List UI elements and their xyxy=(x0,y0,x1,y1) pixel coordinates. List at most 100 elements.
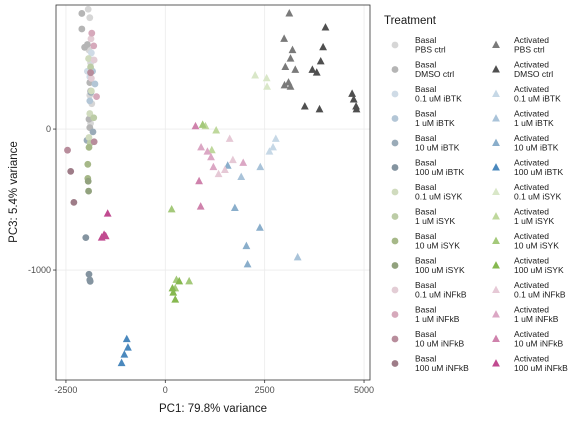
data-point xyxy=(87,49,95,57)
legend-label: Basal 100 uM iBTK xyxy=(415,158,464,178)
data-point xyxy=(203,147,212,155)
legend-label: Basal 0.1 uM iNFkB xyxy=(415,280,467,300)
data-point xyxy=(271,134,280,142)
legend: Treatment Basal PBS ctrl Basal DMSO ctrl Bas… xyxy=(384,15,568,373)
x-tick-label: 2500 xyxy=(255,385,275,395)
legend-key xyxy=(492,334,500,342)
data-point xyxy=(86,14,94,22)
legend-key xyxy=(492,138,500,146)
legend-key xyxy=(492,40,500,48)
data-point xyxy=(171,295,180,303)
legend-label: Basal 100 uM iNFkB xyxy=(415,354,469,374)
legend-key xyxy=(391,90,399,98)
data-point xyxy=(64,146,71,154)
data-point xyxy=(263,82,271,90)
legend-label: Activated 1 uM iBTK xyxy=(514,109,554,129)
legend-key xyxy=(492,359,500,367)
legend-key xyxy=(391,262,399,269)
data-point xyxy=(90,42,98,50)
data-point xyxy=(207,145,216,154)
legend-label: Activated 0.1 uM iSYK xyxy=(514,182,562,202)
data-point xyxy=(319,42,328,51)
data-point xyxy=(122,334,131,343)
y-axis-title: PC3: 5.4% variance xyxy=(8,141,20,243)
legend-label: Activated 100 uM iNFkB xyxy=(514,354,568,374)
data-point xyxy=(209,162,218,171)
legend-key xyxy=(492,285,500,293)
data-point xyxy=(198,120,207,128)
data-point xyxy=(280,34,289,42)
data-point xyxy=(82,234,90,242)
y-axis-ticks: -1000 0 xyxy=(28,124,56,275)
data-point xyxy=(348,89,357,97)
data-point xyxy=(293,252,302,261)
legend-label: Activated 100 uM iBTK xyxy=(514,158,563,178)
legend-label: Basal 0.1 uM iSYK xyxy=(415,182,463,202)
data-point xyxy=(169,288,178,296)
legend-label: Activated 0.1 uM iBTK xyxy=(514,84,561,104)
legend-key xyxy=(492,236,500,244)
legend-label: Activated 1 uM iNFkB xyxy=(514,305,559,325)
x-tick-label: 5000 xyxy=(354,385,374,395)
legend-key xyxy=(391,188,399,196)
legend-label: Basal 0.1 uM iBTK xyxy=(415,84,462,104)
legend-label: Basal 10 uM iNFkB xyxy=(415,329,464,349)
x-tick-label: 0 xyxy=(163,385,168,395)
data-point xyxy=(90,56,98,64)
legend-key xyxy=(391,237,399,245)
data-point xyxy=(308,65,317,73)
data-point xyxy=(93,93,100,101)
data-point xyxy=(262,73,271,82)
data-point xyxy=(195,176,203,185)
data-point xyxy=(86,110,94,117)
legend-key xyxy=(391,115,399,122)
data-point xyxy=(89,128,97,136)
data-point xyxy=(85,55,92,62)
data-point xyxy=(101,231,110,240)
legend-label: Basal 1 uM iNFkB xyxy=(415,305,460,325)
legend-label: Activated PBS ctrl xyxy=(514,35,549,55)
data-point xyxy=(117,358,126,367)
data-point xyxy=(228,155,237,164)
grid-lines xyxy=(56,5,370,380)
data-point xyxy=(352,104,361,113)
legend-label: Basal 10 uM iSYK xyxy=(415,231,460,251)
data-point xyxy=(70,198,78,206)
legend-key xyxy=(492,310,500,318)
legend-key xyxy=(492,187,500,195)
data-point xyxy=(225,134,234,142)
data-point xyxy=(316,56,325,65)
data-point xyxy=(168,283,177,292)
data-point xyxy=(223,161,232,169)
data-point xyxy=(191,121,200,130)
legend-key xyxy=(492,163,500,171)
x-axis-title: PC1: 79.8% variance xyxy=(159,403,267,415)
data-point xyxy=(84,41,91,48)
legend-title: Treatment xyxy=(384,15,437,27)
x-axis-ticks: -2500 0 2500 5000 xyxy=(54,380,374,395)
data-point xyxy=(315,104,324,113)
legend-label: Activated 1 uM iSYK xyxy=(514,207,554,227)
data-point xyxy=(242,241,251,250)
data-point xyxy=(86,277,94,285)
data-point xyxy=(87,63,94,71)
data-point xyxy=(85,187,92,195)
legend-label: Basal PBS ctrl xyxy=(415,35,446,55)
legend-key xyxy=(391,66,399,73)
data-point xyxy=(321,23,330,31)
data-point xyxy=(85,270,93,278)
data-point xyxy=(167,204,176,213)
data-point xyxy=(237,172,246,180)
data-point xyxy=(84,160,92,168)
data-point xyxy=(255,223,264,231)
legend-label: Activated 100 uM iSYK xyxy=(514,256,564,276)
data-point xyxy=(90,138,98,146)
data-points xyxy=(64,5,361,367)
data-point xyxy=(90,114,98,122)
data-point xyxy=(269,142,277,151)
legend-key xyxy=(391,360,399,367)
legend-label: Basal DMSO ctrl xyxy=(415,60,454,80)
data-point xyxy=(78,25,86,33)
data-point xyxy=(91,80,99,88)
